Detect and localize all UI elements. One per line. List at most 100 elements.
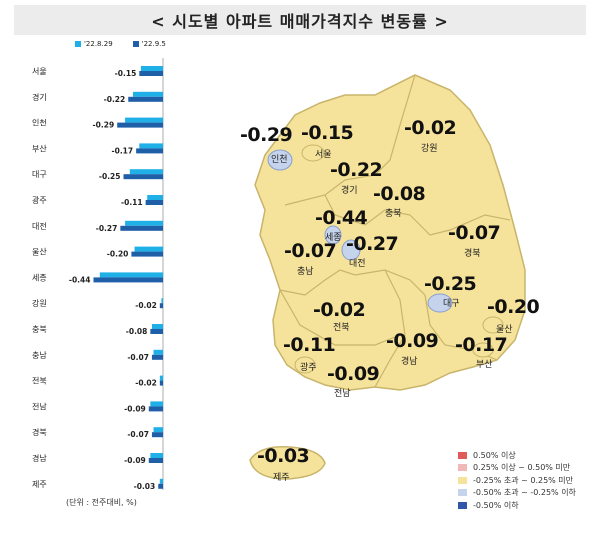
bar-prev bbox=[161, 298, 163, 304]
daegu-name: 대구 bbox=[443, 299, 460, 309]
value-label: -0.07 bbox=[127, 353, 149, 362]
bar-curr bbox=[117, 122, 163, 128]
jeju-value: -0.03 bbox=[257, 445, 310, 467]
value-label: -0.22 bbox=[104, 95, 126, 104]
category-label: 울산 bbox=[32, 247, 47, 257]
map-legend: 0.50% 이상 0.25% 이상 ~ 0.50% 미만 -0.25% 초과 ~… bbox=[458, 449, 576, 512]
bar-curr bbox=[148, 458, 163, 463]
category-label: 세종 bbox=[32, 273, 47, 282]
bar-curr bbox=[159, 303, 163, 309]
category-label: 서울 bbox=[32, 67, 47, 76]
jeonnam-name: 전남 bbox=[334, 389, 351, 399]
legend-swatch-curr bbox=[132, 41, 139, 47]
value-label: -0.29 bbox=[93, 121, 115, 130]
gyeongbuk-value: -0.07 bbox=[448, 222, 501, 244]
value-label: -0.17 bbox=[112, 146, 134, 155]
ulsan-shape bbox=[482, 316, 504, 334]
gangwon-name: 강원 bbox=[421, 144, 438, 154]
category-label: 경남 bbox=[32, 453, 47, 463]
bar-prev bbox=[132, 91, 163, 97]
category-label: 전북 bbox=[32, 376, 47, 386]
bar-prev bbox=[125, 117, 163, 123]
bar-prev bbox=[147, 195, 163, 200]
category-label: 대구 bbox=[32, 170, 47, 179]
bar-curr bbox=[151, 354, 163, 360]
map-legend-swatch bbox=[458, 464, 467, 472]
map-legend-swatch bbox=[458, 476, 467, 484]
category-label: 강원 bbox=[32, 298, 47, 308]
gyeongbuk-name: 경북 bbox=[464, 249, 481, 259]
jeju-shape bbox=[249, 446, 326, 480]
jeonbuk-name: 전북 bbox=[333, 323, 350, 333]
seoul-value: -0.15 bbox=[301, 122, 354, 144]
value-label: -0.25 bbox=[99, 172, 121, 181]
daegu-value: -0.25 bbox=[424, 273, 477, 295]
category-label: 경북 bbox=[32, 427, 47, 437]
ulsan-name: 울산 bbox=[496, 325, 513, 335]
incheon-value: -0.29 bbox=[240, 124, 293, 146]
bar-curr bbox=[93, 277, 163, 283]
bar-prev bbox=[159, 478, 163, 484]
chart-title: < 시도별 아파트 매매가격지수 변동률 > bbox=[151, 12, 449, 31]
ulsan-value: -0.20 bbox=[487, 296, 540, 318]
gyeonggi-value: -0.22 bbox=[330, 159, 383, 181]
value-label: -0.27 bbox=[96, 224, 118, 233]
bar-curr bbox=[159, 380, 163, 386]
daejeon-shape bbox=[341, 239, 361, 261]
busan-value: -0.17 bbox=[455, 334, 508, 356]
map-legend-item: 0.50% 이상 bbox=[458, 449, 576, 462]
bar-curr bbox=[128, 96, 163, 102]
category-label: 충남 bbox=[32, 351, 47, 360]
chungnam-value: -0.07 bbox=[284, 240, 337, 262]
gangwon-value: -0.02 bbox=[404, 117, 457, 139]
value-label: -0.09 bbox=[124, 404, 146, 413]
gyeongnam-name: 경남 bbox=[401, 357, 418, 367]
bar-curr bbox=[158, 483, 163, 489]
sejong-value: -0.44 bbox=[315, 207, 368, 229]
seoul-shape bbox=[301, 144, 325, 162]
bar-prev bbox=[151, 324, 163, 329]
bar-prev bbox=[129, 169, 163, 175]
bar-curr bbox=[145, 200, 163, 205]
title-banner: < 시도별 아파트 매매가격지수 변동률 > bbox=[14, 5, 586, 35]
bar-prev bbox=[140, 66, 163, 71]
bar-curr bbox=[120, 225, 163, 231]
incheon-shape bbox=[267, 149, 293, 171]
daejeon-value: -0.27 bbox=[346, 233, 399, 255]
value-label: -0.09 bbox=[124, 456, 146, 465]
bar-prev bbox=[150, 401, 163, 407]
series-legend: '22.8.29 '22.9.5 bbox=[75, 40, 166, 48]
daegu-shape bbox=[427, 293, 453, 313]
province-borders bbox=[279, 74, 511, 388]
category-label: 대전 bbox=[32, 221, 47, 231]
bar-curr bbox=[139, 71, 163, 76]
bar-curr bbox=[123, 174, 163, 180]
sejong-name: 세종 bbox=[325, 233, 342, 243]
bar-prev bbox=[139, 143, 163, 149]
sejong-shape bbox=[324, 225, 342, 245]
category-label: 부산 bbox=[32, 143, 47, 153]
jeonnam-value: -0.09 bbox=[327, 363, 380, 385]
map-legend-item: -0.50% 이하 bbox=[458, 499, 576, 512]
map-legend-swatch bbox=[458, 501, 467, 509]
bar-prev bbox=[125, 220, 163, 226]
value-label: -0.44 bbox=[69, 275, 91, 284]
daejeon-name: 대전 bbox=[349, 259, 366, 269]
map-legend-swatch bbox=[458, 451, 467, 459]
seoul-name: 서울 bbox=[315, 150, 332, 160]
gwangju-name: 광주 bbox=[300, 363, 317, 373]
bar-curr bbox=[136, 148, 163, 154]
category-label: 인천 bbox=[32, 118, 47, 128]
category-label: 제주 bbox=[32, 480, 47, 489]
category-label: 충북 bbox=[32, 325, 47, 334]
chungbuk-name: 충북 bbox=[385, 209, 402, 219]
unit-note: (단위 : 전주대비, %) bbox=[66, 498, 137, 507]
value-label: -0.15 bbox=[115, 69, 137, 78]
category-label: 경기 bbox=[32, 92, 47, 102]
bar-curr bbox=[131, 251, 163, 257]
bar-chart: 서울 -0.15 경기 -0.22 인천 -0.29 부산 -0.17 대구 -0.25 광주 -0.… bbox=[32, 58, 164, 490]
bar-curr bbox=[150, 329, 163, 334]
jeju-name: 제주 bbox=[273, 473, 290, 483]
bar-prev bbox=[153, 427, 163, 433]
category-label: 전남 bbox=[32, 401, 47, 411]
